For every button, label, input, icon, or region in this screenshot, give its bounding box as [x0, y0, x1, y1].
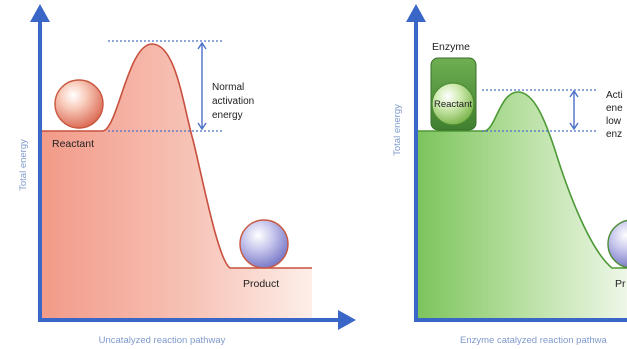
catalyzed-panel: Enzyme Reactant Pr Acti ene low enz Tota… [392, 4, 627, 346]
y-axis [30, 4, 50, 320]
x-axis [38, 310, 356, 330]
activation-energy-bracket [197, 41, 207, 131]
uncatalyzed-panel: Reactant Product Normal activation energ… [18, 4, 356, 346]
product-ball [239, 219, 289, 269]
catalyzed-y-axis [406, 4, 426, 320]
product-label: Product [243, 278, 279, 290]
x-axis-label: Uncatalyzed reaction pathway [99, 335, 226, 346]
uncatalyzed-energy-area [40, 44, 312, 318]
catalyzed-energy-curve [416, 91, 627, 269]
catalyzed-x-axis-label: Enzyme catalyzed reaction pathwa [460, 335, 608, 346]
reactant-ball [54, 79, 104, 129]
catalyzed-y-axis-label: Total energy [392, 104, 403, 156]
lowered-activation-bracket [569, 89, 579, 131]
catalyzed-product-label: Pr [615, 278, 626, 290]
lowered-activation-energy-label: Acti ene low enz [606, 90, 625, 140]
catalyzed-product-ball [607, 219, 627, 269]
enzyme-label: Enzyme [432, 41, 470, 53]
uncatalyzed-energy-curve [40, 43, 312, 269]
catalyzed-energy-area [416, 92, 627, 318]
reactant-label: Reactant [52, 138, 94, 150]
catalyzed-reactant-ball [431, 82, 475, 126]
normal-activation-energy-label: Normal activation energy [212, 82, 257, 121]
catalyzed-reactant-label: Reactant [434, 99, 472, 110]
y-axis-label: Total energy [18, 139, 29, 191]
